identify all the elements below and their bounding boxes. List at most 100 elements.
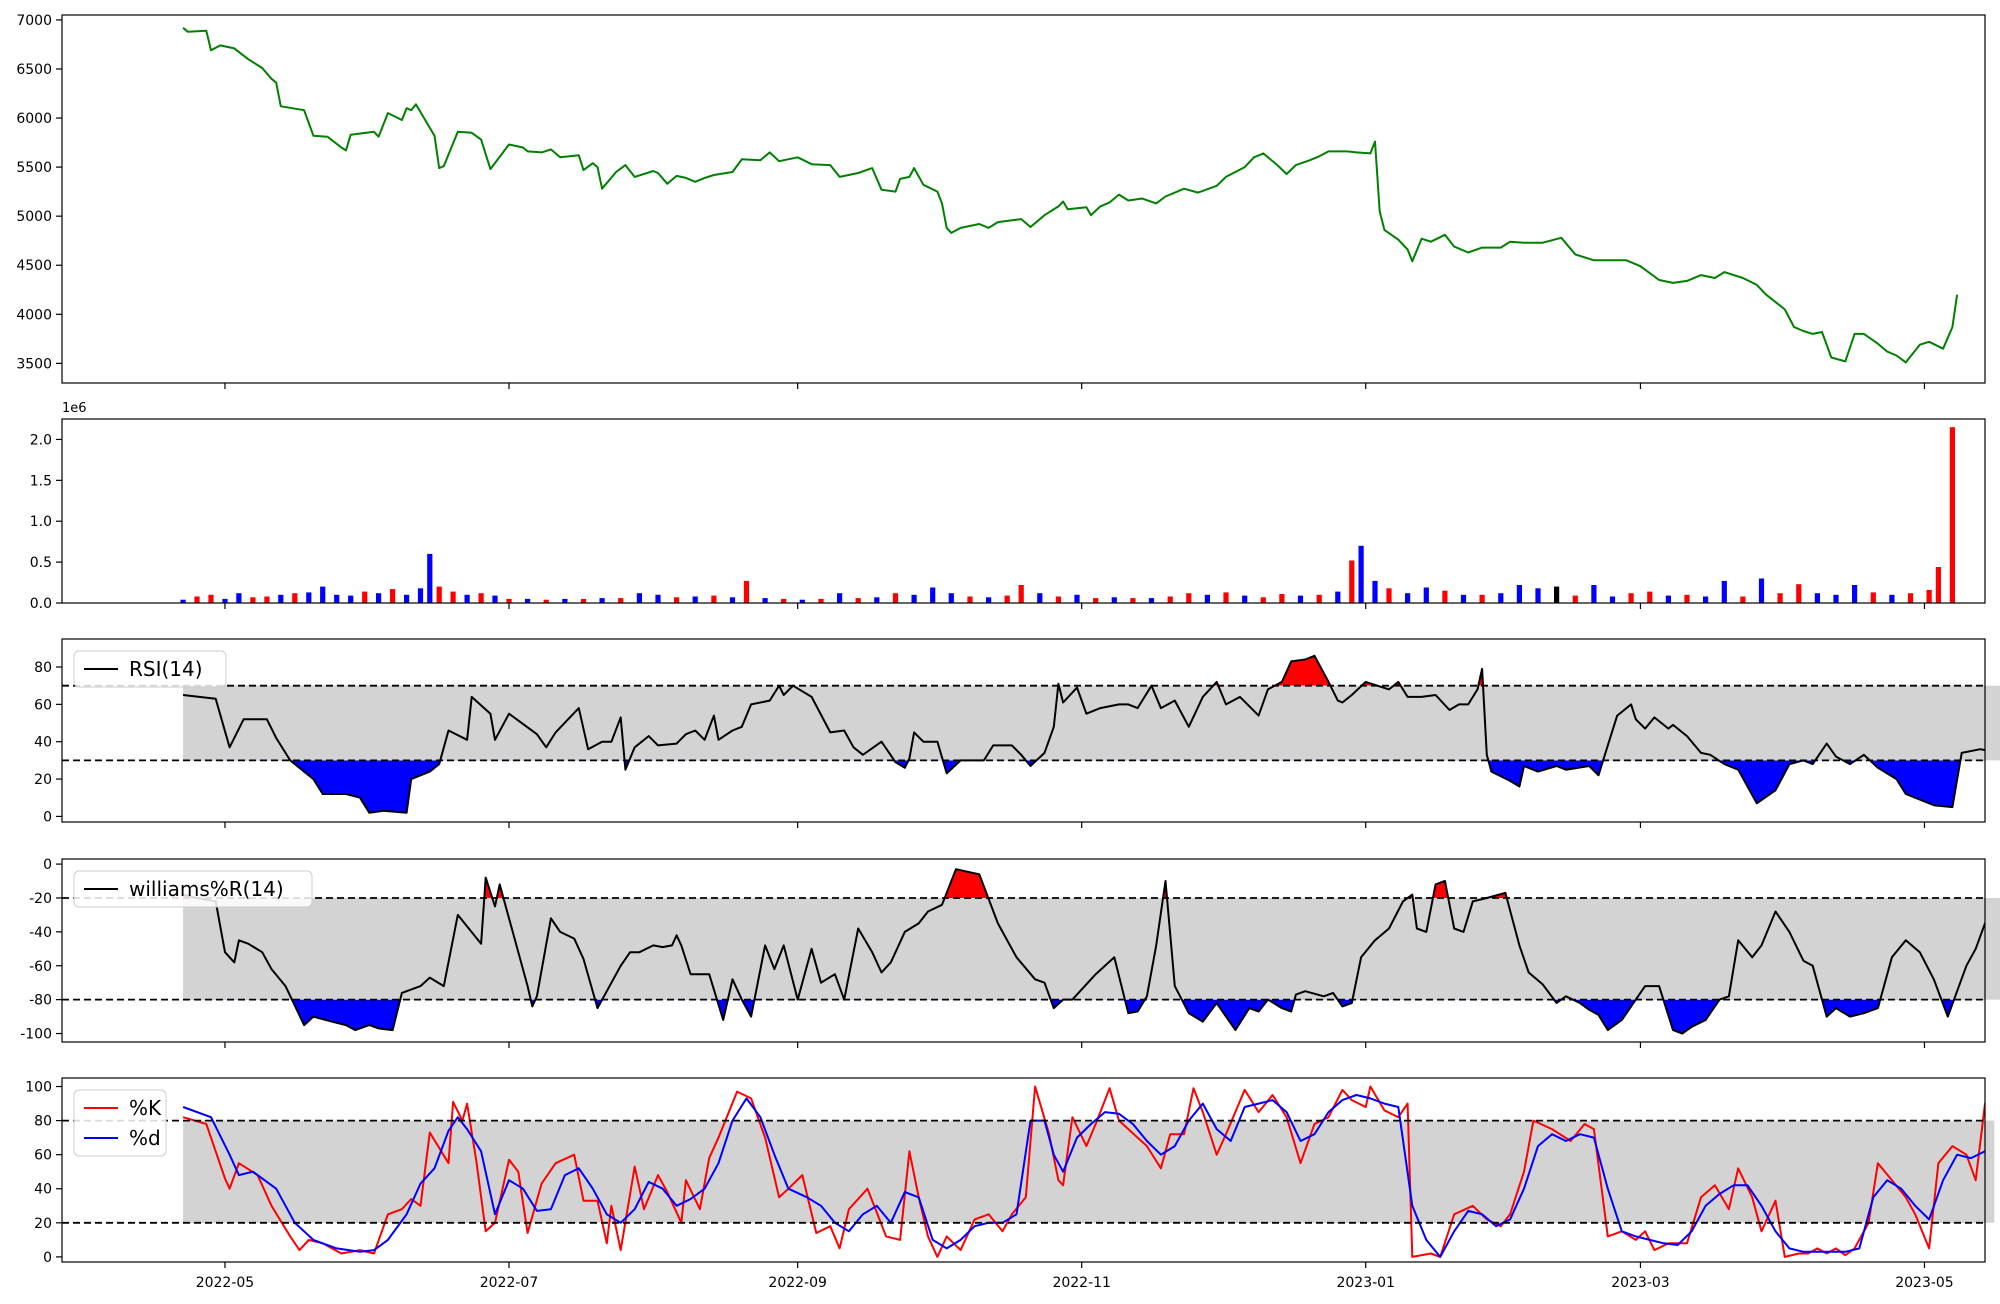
volume-bar [711, 595, 717, 603]
volume-bar [911, 594, 917, 603]
band-fill [183, 897, 2000, 1000]
volume-bar [1186, 593, 1192, 603]
volume-bar [580, 598, 587, 603]
volume-bar [1777, 593, 1783, 603]
volume-bar [1609, 596, 1616, 603]
legend-label: williams%R(14) [129, 877, 284, 901]
volume-bar [478, 593, 484, 603]
axes-frame [61, 1077, 1986, 1263]
volume-bar [278, 594, 284, 603]
y-tick-label: 80 [34, 1114, 52, 1130]
volume-bar [1279, 594, 1285, 603]
volume-bar [427, 553, 433, 603]
volume-bar [892, 593, 899, 603]
volume-bar [450, 591, 456, 603]
volume-bar [729, 597, 736, 603]
volume-bar [818, 598, 824, 603]
volume-bar [1516, 585, 1522, 603]
volume-bar [1889, 594, 1895, 603]
volume-bar [1223, 592, 1229, 603]
legend-label: %d [129, 1126, 161, 1150]
y-tick-label: 80 [34, 660, 52, 676]
volume-bar [1907, 593, 1914, 603]
volume-bar [1316, 594, 1322, 603]
volume-bar [1572, 595, 1578, 603]
volume-bar [1442, 590, 1448, 603]
volume-bar [1721, 580, 1727, 603]
volume-bar [1665, 595, 1671, 603]
volume-bar [292, 593, 298, 603]
y-tick-label: 2.0 [30, 432, 52, 448]
axes-frame [61, 638, 1986, 823]
volume-bar [930, 587, 936, 603]
band-fill [183, 1120, 1995, 1223]
volume-bar [948, 593, 954, 603]
y-tick-label: 1.5 [30, 473, 52, 489]
y-tick-label: 60 [34, 1148, 52, 1164]
volume-bar [376, 593, 382, 603]
volume-bar [1926, 589, 1932, 603]
volume-bar [404, 594, 410, 603]
volume-bar [781, 598, 787, 603]
axes-frame [61, 14, 1986, 384]
volume-bar [543, 599, 549, 603]
volume-bar [1386, 588, 1392, 603]
volume-bar [1335, 591, 1341, 603]
volume-bar [1037, 593, 1043, 603]
y-tick-label: 0.0 [30, 596, 52, 612]
y-tick-label: 0 [43, 809, 52, 825]
volume-bar [1358, 545, 1364, 603]
volume-bar [1148, 598, 1155, 603]
volume-bar [1460, 594, 1467, 603]
volume-bar [1167, 596, 1173, 603]
volume-bar [1260, 597, 1266, 603]
y-tick-label: 3500 [16, 356, 52, 372]
axis-offset-label: 1e6 [62, 401, 87, 416]
volume-bar [1758, 578, 1765, 603]
legend-box [73, 650, 227, 688]
volume-bar [1935, 567, 1941, 603]
legend-label: %K [129, 1096, 162, 1120]
volume-bar [264, 596, 270, 603]
y-tick-label: 1.0 [30, 514, 52, 530]
volume-bar [1852, 585, 1858, 603]
volume-bar [1740, 596, 1746, 603]
band-fill [183, 685, 2000, 761]
volume-bar [1591, 585, 1597, 603]
panel-3: 0 20 40 60 80 RSI(14) [34, 638, 2000, 828]
panel-4: -100 -80 -60 -40 -20 0 williams%R(14) [20, 857, 2000, 1048]
y-tick-label: 0 [43, 1250, 52, 1266]
panel-5: 0 20 40 60 80 100 %K %d 2022-05 2022-07 2022-09 202… [25, 1077, 1995, 1291]
y-tick-label: 100 [25, 1080, 52, 1096]
volume-bar [855, 598, 861, 603]
volume-bar [1479, 594, 1485, 603]
legend: RSI(14) [73, 650, 227, 688]
oversold-fill [183, 760, 1985, 813]
x-tick-label: 2023-01 [1336, 1275, 1395, 1291]
volume-bar [464, 594, 470, 603]
y-tick-label: 7000 [16, 13, 52, 29]
volume-bar [986, 597, 992, 603]
volume-bar [1349, 560, 1355, 603]
volume-bar [655, 594, 661, 603]
y-tick-label: 40 [34, 735, 52, 751]
volume-bar [1372, 580, 1378, 603]
volume-bar [636, 593, 642, 603]
volume-bar [762, 598, 768, 603]
y-tick-label: -80 [29, 993, 52, 1009]
series-line-1 [182, 27, 1959, 364]
volume-bar [348, 595, 354, 603]
volume-bar [1423, 587, 1429, 603]
volume-bar [222, 598, 228, 603]
volume-bar [967, 596, 973, 603]
y-tick-label: 20 [34, 772, 52, 788]
volume-bar [1703, 596, 1709, 603]
volume-bar [562, 598, 568, 603]
volume-bar [743, 580, 750, 603]
axes-frame [61, 418, 1986, 604]
y-tick-label: 0.5 [30, 555, 52, 571]
volume-bar [674, 597, 680, 603]
volume-bar [1949, 427, 1955, 603]
volume-bar [1004, 595, 1010, 603]
